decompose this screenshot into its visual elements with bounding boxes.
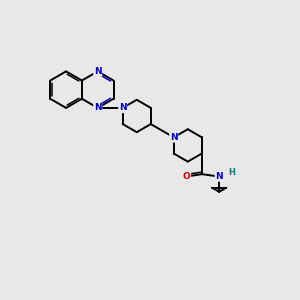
Text: N: N: [119, 103, 127, 112]
Text: H: H: [228, 169, 235, 178]
Text: N: N: [215, 172, 223, 181]
Text: N: N: [170, 133, 178, 142]
Text: N: N: [94, 103, 101, 112]
Text: N: N: [94, 67, 101, 76]
Text: O: O: [183, 172, 190, 181]
